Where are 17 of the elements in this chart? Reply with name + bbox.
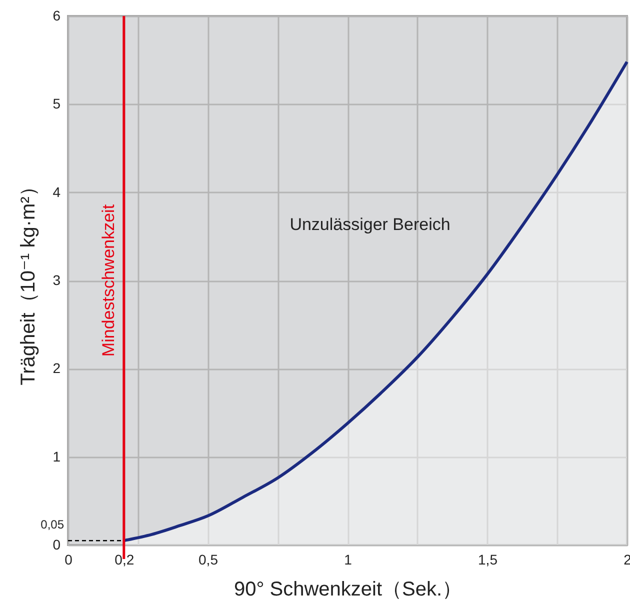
x-axis-title: 90° Schwenkzeit（Sek.） xyxy=(234,578,462,600)
y-tick-label: 6 xyxy=(52,8,61,24)
x-tick-label: 1 xyxy=(344,552,352,568)
x-tick-label: 0 xyxy=(64,552,73,568)
y-tick-label: 1 xyxy=(52,448,61,464)
y-tick-label: 2 xyxy=(52,360,61,376)
y-tick-label: 4 xyxy=(52,184,61,200)
y-tick-label: 5 xyxy=(52,96,61,112)
x-tick-label: 1,5 xyxy=(478,552,498,568)
y-axis-title: Trägheit（10⁻¹ kg·m²） xyxy=(18,176,40,386)
annotation: 0,05 xyxy=(40,518,64,532)
x-tick-label: 0,2 xyxy=(114,552,134,568)
x-tick-label: 0,5 xyxy=(198,552,218,568)
y-tick-label: 0 xyxy=(52,536,61,552)
ref-line-label: Mindestschwenkzeit xyxy=(98,204,118,357)
annotation: Unzulässiger Bereich xyxy=(290,215,450,234)
y-tick-label: 3 xyxy=(52,272,61,288)
